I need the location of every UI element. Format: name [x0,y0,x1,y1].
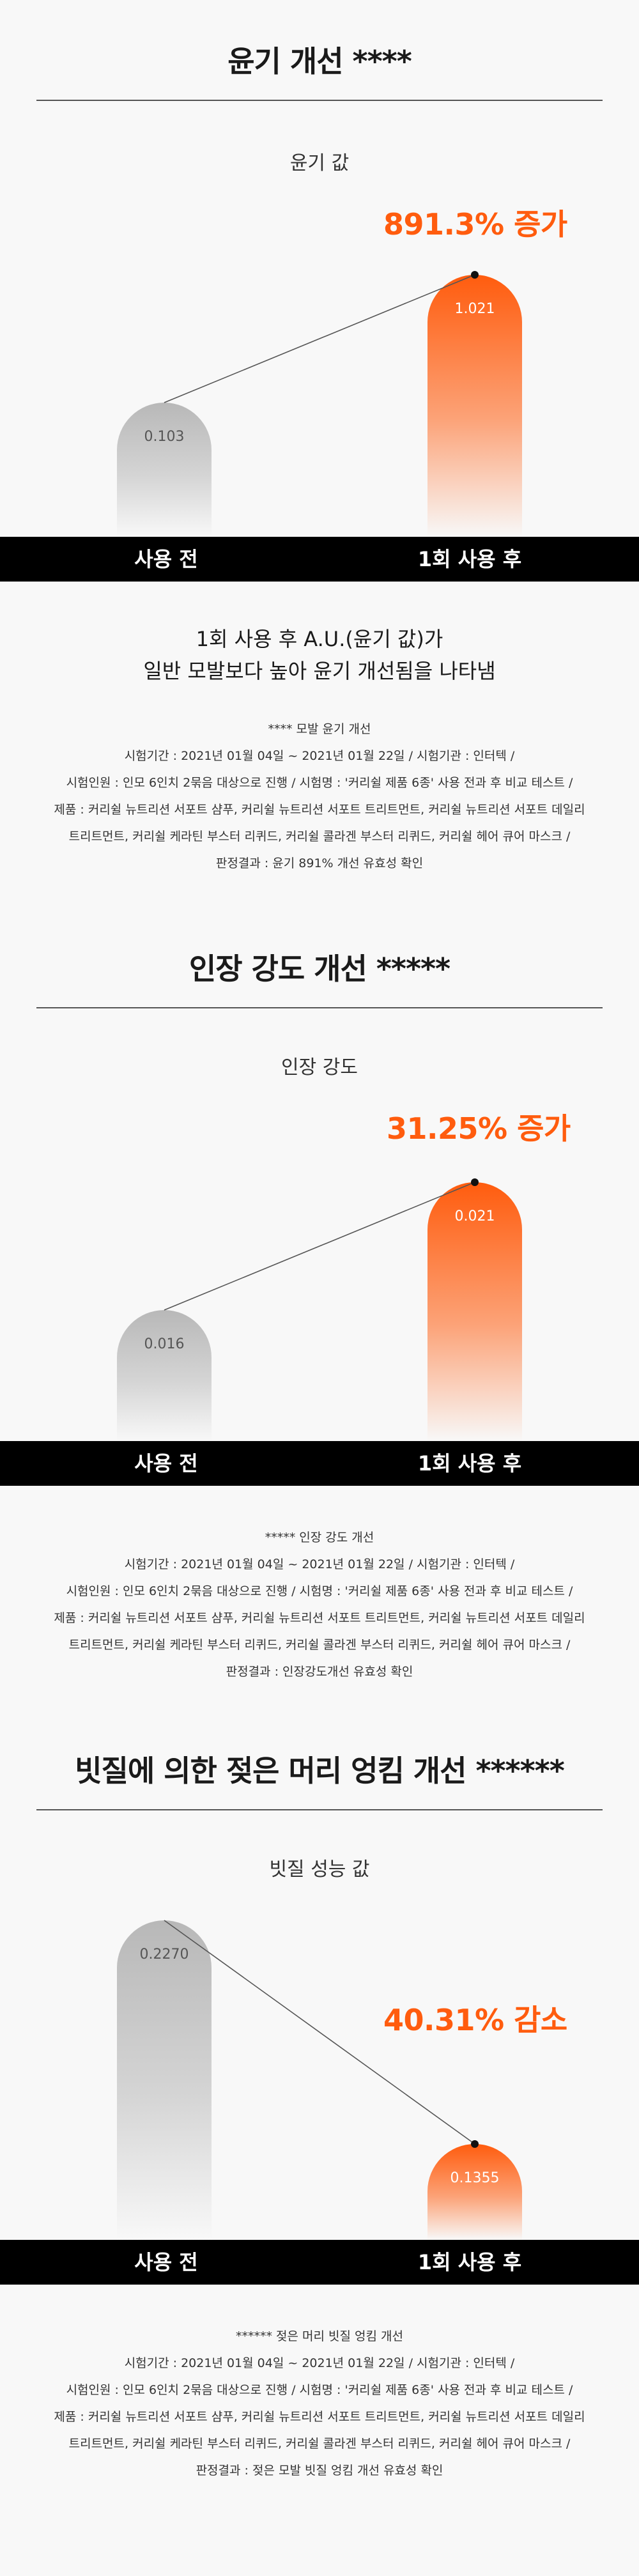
note-line: **** 모발 윤기 개선 [268,722,371,736]
bar-before [117,403,212,537]
note-line: 트리트먼트, 커리쉴 케라틴 부스터 리퀴드, 커리쉴 콜라겐 부스터 리퀴드,… [68,2437,571,2451]
category-before: 사용 전 [134,1451,198,1476]
note-line: 제품 : 커리쉴 뉴트리션 서포트 샴푸, 커리쉴 뉴트리션 서포트 트리트먼트… [54,2410,585,2424]
note-line: ****** 젖은 머리 빗질 엉킴 개선 [236,2329,403,2343]
summary-line: 일반 모발보다 높아 윤기 개선됨을 나타냄 [143,659,496,683]
note-line: 시험인원 : 인모 6인치 2묶음 대상으로 진행 / 시험명 : '커리쉴 제… [66,2383,573,2397]
bar-value-label: 1.021 [455,301,495,317]
category-after: 1회 사용 후 [417,547,522,571]
note-line: 시험기간 : 2021년 01월 04일 ~ 2021년 01월 22일 / 시… [124,2356,515,2370]
note-line: 트리트먼트, 커리쉴 케라틴 부스터 리퀴드, 커리쉴 콜라겐 부스터 리퀴드,… [68,1638,571,1652]
result-annotation: 31.25% 증가 [387,1111,571,1146]
category-after: 1회 사용 후 [417,2250,522,2274]
bar-value-label: 0.021 [455,1208,495,1224]
result-annotation: 40.31% 감소 [383,2003,567,2037]
trend-line [164,1920,475,2145]
note-line: 제품 : 커리쉴 뉴트리션 서포트 샴푸, 커리쉴 뉴트리션 서포트 트리트먼트… [54,803,585,817]
combing-section: 빗질에 의한 젖은 머리 엉킴 개선 ****** 빗질 성능 값 0.2270… [0,1748,639,2576]
note-line: 제품 : 커리쉴 뉴트리션 서포트 샴푸, 커리쉴 뉴트리션 서포트 트리트먼트… [54,1611,585,1625]
metric-label: 인장 강도 [281,1056,358,1079]
result-annotation: 891.3% 증가 [383,207,567,242]
metric-label: 윤기 값 [289,152,350,174]
bar-value-label: 0.1355 [450,2170,500,2186]
note-line: 판정결과 : 젖은 모발 빗질 엉킴 개선 유효성 확인 [196,2464,443,2478]
note-line: 시험기간 : 2021년 01월 04일 ~ 2021년 01월 22일 / 시… [124,749,515,763]
category-before: 사용 전 [134,2250,198,2274]
divider [36,100,603,101]
section-title: 인장 강도 개선 ***** [189,952,450,986]
note-line: 시험기간 : 2021년 01월 04일 ~ 2021년 01월 22일 / 시… [124,1557,515,1571]
trend-line [164,1182,475,1311]
divider [36,1809,603,1810]
note-line: 트리트먼트, 커리쉴 케라틴 부스터 리퀴드, 커리쉴 콜라겐 부스터 리퀴드,… [68,829,571,844]
summary-text: 1회 사용 후 A.U.(윤기 값)가 일반 모발보다 높아 윤기 개선됨을 나… [0,623,639,687]
test-notes: ****** 젖은 머리 빗질 엉킴 개선 시험기간 : 2021년 01월 0… [0,2323,639,2484]
category-after: 1회 사용 후 [417,1451,522,1476]
section-title: 윤기 개선 **** [227,44,412,79]
metric-label: 빗질 성능 값 [269,1858,370,1881]
gloss-section: 윤기 개선 **** 윤기 값 0.103 1.021 891.3% 증가 사용 … [0,38,639,888]
summary-line: 1회 사용 후 A.U.(윤기 값)가 [196,627,443,651]
category-bar: 사용 전 1회 사용 후 [0,537,639,582]
bar-after [427,275,522,537]
tensile-chart: 0.016 0.021 [117,1178,522,1441]
bar-value-label: 0.016 [144,1336,185,1352]
bar-after [427,2144,522,2240]
section-title: 빗질에 의한 젖은 머리 엉킴 개선 ****** [75,1754,565,1788]
note-line: ***** 인장 강도 개선 [265,1531,374,1545]
note-line: 시험인원 : 인모 6인치 2묶음 대상으로 진행 / 시험명 : '커리쉴 제… [66,776,573,790]
category-bar: 사용 전 1회 사용 후 [0,2240,639,2285]
bar-value-label: 0.2270 [140,1947,189,1963]
note-line: 판정결과 : 인장강도개선 유효성 확인 [226,1665,413,1679]
bar-value-label: 0.103 [144,429,185,445]
bar-before [117,1310,212,1441]
test-notes: ***** 인장 강도 개선 시험기간 : 2021년 01월 04일 ~ 20… [0,1524,639,1685]
test-notes: **** 모발 윤기 개선 시험기간 : 2021년 01월 04일 ~ 202… [0,716,639,877]
bar-after [427,1182,522,1441]
bar-before [117,1920,212,2240]
divider [36,1007,603,1008]
note-line: 판정결과 : 윤기 891% 개선 유효성 확인 [215,856,424,870]
note-line: 시험인원 : 인모 6인치 2묶음 대상으로 진행 / 시험명 : '커리쉴 제… [66,1584,573,1598]
trend-line [164,274,475,403]
tensile-section: 인장 강도 개선 ***** 인장 강도 0.016 0.021 31.25% 증… [0,946,639,1713]
category-bar: 사용 전 1회 사용 후 [0,1441,639,1486]
trend-dot [471,271,479,279]
category-before: 사용 전 [134,547,198,571]
gloss-chart: 0.103 1.021 [117,271,522,537]
combing-chart: 0.2270 0.1355 [117,1920,522,2240]
trend-dot [471,1178,479,1186]
trend-dot [471,2140,479,2148]
